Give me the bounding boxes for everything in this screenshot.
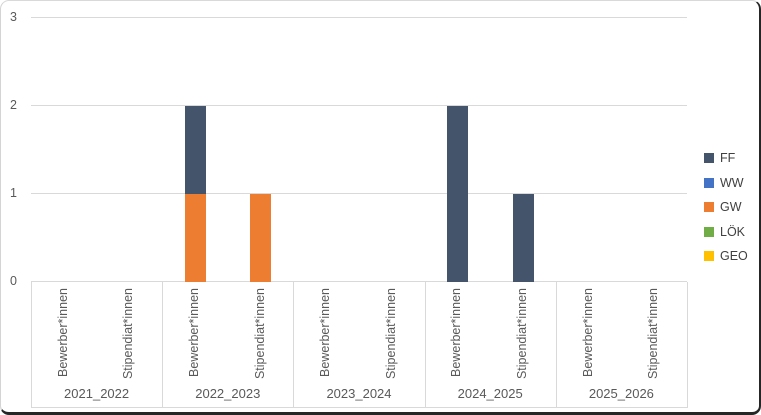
category-label: Bewerber*innen: [580, 288, 595, 377]
legend-item-WW: WW: [704, 171, 748, 196]
y-axis-tick-label: 2: [10, 98, 17, 112]
gridline: [31, 17, 687, 18]
bar-segment-GW: [184, 194, 206, 282]
legend-swatch: [704, 251, 714, 262]
legend-swatch: [704, 226, 714, 237]
axis-bottom-line: [31, 407, 688, 408]
category-label: Stipendiat*innen: [121, 288, 136, 380]
y-axis-tick-label: 0: [10, 274, 17, 288]
legend-item-FF: FF: [704, 146, 748, 171]
category-label: Stipendiat*innen: [515, 288, 529, 380]
legend-item-GEO: GEO: [704, 244, 748, 269]
category-separator: [424, 282, 426, 407]
category-separator: [555, 282, 557, 407]
bar-segment-GW: [250, 194, 272, 282]
bar-segment-FF: [512, 194, 534, 282]
legend-label: FF: [720, 151, 736, 166]
legend-swatch: [704, 202, 714, 213]
category-separator: [162, 282, 164, 407]
gridline: [31, 105, 687, 106]
category-label: Bewerber*innen: [55, 288, 70, 377]
group-label: 2025_2026: [588, 386, 654, 401]
legend-label: GEO: [720, 249, 748, 264]
group-label: 2024_2025: [457, 386, 523, 401]
legend: FF WW GW LÖK GEO: [704, 146, 748, 269]
legend-label: GW: [720, 200, 742, 215]
category-label: Bewerber*innen: [187, 288, 201, 377]
legend-label: WW: [720, 175, 744, 190]
bar-segment-FF: [446, 106, 468, 282]
category-label: Bewerber*innen: [318, 288, 333, 377]
group-label: 2023_2024: [326, 386, 392, 401]
y-axis-tick-label: 3: [10, 10, 17, 24]
category-label: Bewerber*innen: [449, 288, 464, 377]
gridline: [31, 281, 687, 282]
category-label: Stipendiat*innen: [252, 288, 267, 380]
group-label: 2022_2023: [195, 386, 261, 401]
group-label: 2021_2022: [64, 386, 130, 401]
legend-swatch: [704, 177, 714, 188]
category-separator: [293, 282, 295, 407]
gridline: [31, 193, 687, 194]
legend-item-LÖK: LÖK: [704, 220, 748, 245]
category-label: Stipendiat*innen: [646, 288, 661, 380]
bar-segment-FF: [184, 106, 206, 194]
category-separator: [687, 282, 688, 407]
legend-item-GW: GW: [704, 195, 748, 220]
y-axis-tick-label: 1: [10, 186, 17, 200]
legend-swatch: [704, 153, 714, 164]
category-label: Stipendiat*innen: [383, 288, 398, 380]
category-separator: [31, 282, 32, 407]
legend-label: LÖK: [720, 224, 746, 239]
